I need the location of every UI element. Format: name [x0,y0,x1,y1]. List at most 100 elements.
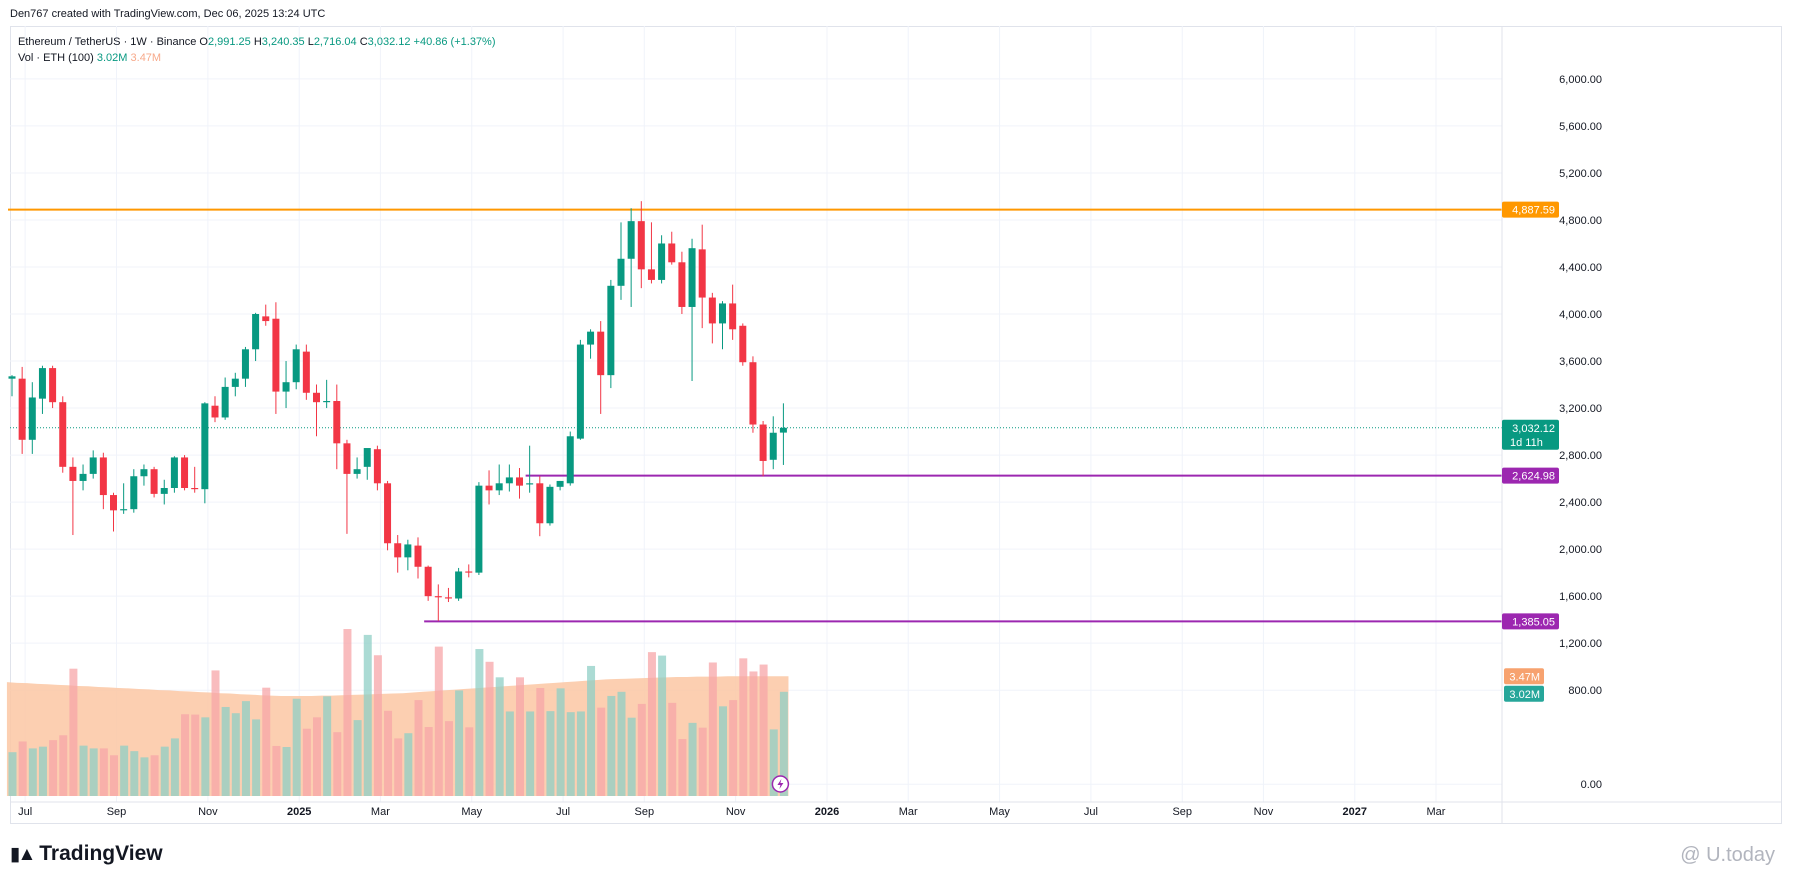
candle [292,344,300,390]
y-tick-label: 800.00 [1568,685,1602,697]
x-tick-label: Jul [1084,806,1098,818]
x-tick-label: Mar [899,806,918,818]
volume-bar [749,671,758,796]
candle [546,484,554,526]
candle-body [587,331,595,345]
last-price-tag [1502,419,1559,450]
x-tick-label: Mar [371,806,390,818]
candle-body [231,378,239,387]
candle [120,483,128,514]
high-value: 3,240.35 [261,36,305,48]
candle-body [201,403,209,490]
candles [8,201,790,793]
volume-bar [434,646,443,796]
candle [130,469,138,513]
candle [708,292,716,344]
candle [140,464,148,486]
candle [221,377,229,420]
candle [566,431,574,486]
y-tick-label: 4,000.00 [1559,309,1602,321]
volume-bar [607,695,616,796]
volume-bar [313,717,321,796]
y-tick-label: 5,200.00 [1559,168,1602,180]
low-label: L [307,36,314,48]
volume-bar [688,722,697,796]
candle [688,238,696,382]
candle [526,445,534,493]
volume-bar [272,745,281,796]
candle [373,445,381,491]
support-1385-tag-label: 1,385.05 [1512,616,1555,628]
candle-body [444,597,452,599]
volume-bar [627,717,636,796]
axes: 6,000.00 5,600.00 5,200.00 4,800.00 4,400.00… [10,26,1782,823]
candle [8,375,16,397]
close-label: C [359,36,368,48]
high-label: H [253,36,262,48]
volume-bar [18,741,27,796]
volume-bar [556,688,565,796]
candle [252,312,260,362]
volume-bar [120,745,129,796]
candle [353,457,361,479]
candle-body [79,473,87,481]
candle [302,344,310,400]
volume-bar [110,755,118,796]
volume-indicator-name[interactable]: Vol · ETH (100) [18,52,94,64]
candle [516,468,523,499]
candle [414,537,422,579]
price-tags: 4,887.59 2,624.98 1,385.05 3,032.12 1d 11h 3.… [1502,201,1559,702]
tradingview-logo[interactable]: ▮▲ TradingView [10,842,163,866]
volume-bar [353,720,362,796]
volume-bar [363,634,372,796]
y-tick-label: 2,800.00 [1559,450,1602,462]
volume-bar [779,691,788,796]
candle [698,224,706,329]
candle [18,366,26,454]
candle-body [59,402,67,467]
candle-body [414,545,422,567]
candle [170,456,178,493]
y-tick-label: 5,600.00 [1559,121,1602,133]
candle-body [424,566,432,597]
y-tick-label: 2,000.00 [1559,544,1602,556]
candle-body [719,303,726,324]
candle [424,565,432,601]
candle [241,346,249,387]
candle-body [28,397,36,440]
candle-body [150,469,158,494]
candle-body [221,386,229,418]
volume-bar [323,696,332,796]
x-tick-label: Nov [726,806,746,818]
volume-bar [698,727,707,796]
volume-bar [191,714,200,796]
candle-body [495,483,503,491]
volume-bar [211,670,220,796]
lightning-icon[interactable] [771,775,790,793]
candle-body [739,325,747,363]
volume-pane [6,629,789,796]
symbol-name[interactable]: Ethereum / TetherUS · 1W · Binance [18,36,197,48]
candle-body [181,457,189,488]
candle-body [729,303,737,330]
volume-bar [414,700,423,796]
candle-body [8,376,16,379]
candle [384,480,392,551]
volume-bar [160,746,169,796]
volume-bar [252,719,261,796]
y-tick-label: 0.00 [1581,779,1602,791]
candle-body [394,543,402,558]
volume-bar [241,701,250,796]
candle [79,464,87,491]
candle [485,470,493,505]
candle-body [191,488,199,490]
vol-tag [1504,685,1544,702]
candle [272,302,280,414]
candle-body [769,432,777,460]
candle-body [49,368,57,403]
candle-body [302,351,310,393]
candle [617,222,625,300]
candle [597,321,605,414]
candle-body [343,443,351,474]
